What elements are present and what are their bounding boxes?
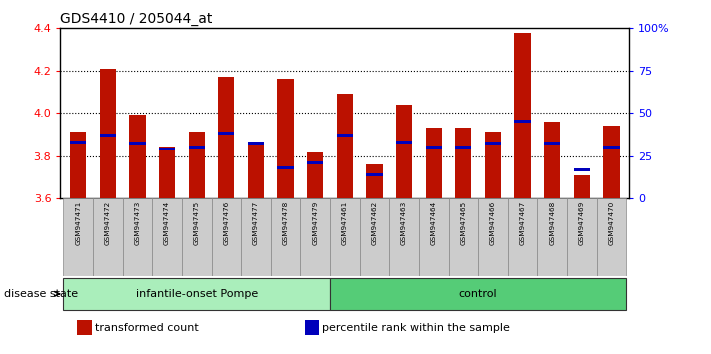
- Bar: [307, 161, 324, 164]
- Bar: [604, 146, 619, 149]
- Text: GSM947465: GSM947465: [460, 201, 466, 245]
- Bar: [538, 198, 567, 276]
- Bar: [70, 141, 86, 144]
- Text: GSM947479: GSM947479: [312, 201, 319, 245]
- Bar: [485, 143, 501, 145]
- Bar: [241, 198, 271, 276]
- Bar: [188, 132, 205, 198]
- Text: disease state: disease state: [4, 289, 77, 299]
- Bar: [218, 132, 235, 135]
- Bar: [129, 115, 146, 198]
- Text: control: control: [459, 289, 498, 299]
- Text: GSM947473: GSM947473: [134, 201, 141, 245]
- Bar: [188, 146, 205, 149]
- Bar: [574, 168, 590, 171]
- Text: GSM947466: GSM947466: [490, 201, 496, 245]
- Bar: [419, 198, 449, 276]
- Bar: [478, 198, 508, 276]
- Text: GSM947464: GSM947464: [431, 201, 437, 245]
- Bar: [277, 79, 294, 198]
- Bar: [277, 166, 294, 169]
- Bar: [63, 278, 330, 310]
- Text: GSM947471: GSM947471: [75, 201, 81, 245]
- Bar: [515, 120, 530, 123]
- Bar: [485, 132, 501, 198]
- Text: GSM947470: GSM947470: [609, 201, 614, 245]
- Bar: [271, 198, 300, 276]
- Bar: [366, 164, 383, 198]
- Bar: [159, 147, 175, 198]
- Text: GSM947463: GSM947463: [401, 201, 407, 245]
- Bar: [70, 132, 86, 198]
- Text: GSM947461: GSM947461: [342, 201, 348, 245]
- Bar: [159, 148, 175, 150]
- Bar: [567, 198, 597, 276]
- Bar: [455, 146, 471, 149]
- Bar: [337, 94, 353, 198]
- Bar: [307, 152, 324, 198]
- Bar: [212, 198, 241, 276]
- Bar: [182, 198, 212, 276]
- Text: GSM947462: GSM947462: [371, 201, 378, 245]
- Bar: [129, 143, 146, 145]
- Text: GSM947469: GSM947469: [579, 201, 585, 245]
- Bar: [544, 143, 560, 145]
- Text: infantile-onset Pompe: infantile-onset Pompe: [136, 289, 258, 299]
- Bar: [305, 320, 319, 335]
- Bar: [426, 128, 442, 198]
- Text: GSM947476: GSM947476: [223, 201, 230, 245]
- Bar: [360, 198, 389, 276]
- Bar: [389, 198, 419, 276]
- Bar: [218, 77, 235, 198]
- Text: GSM947478: GSM947478: [282, 201, 289, 245]
- Text: GSM947477: GSM947477: [253, 201, 259, 245]
- Text: GDS4410 / 205044_at: GDS4410 / 205044_at: [60, 12, 213, 26]
- Bar: [604, 126, 619, 198]
- Bar: [455, 128, 471, 198]
- Text: transformed count: transformed count: [95, 322, 198, 333]
- Bar: [426, 146, 442, 149]
- Bar: [63, 198, 93, 276]
- Bar: [77, 320, 92, 335]
- Bar: [544, 122, 560, 198]
- Text: percentile rank within the sample: percentile rank within the sample: [322, 322, 510, 333]
- Text: GSM947468: GSM947468: [549, 201, 555, 245]
- Bar: [100, 134, 116, 137]
- Bar: [152, 198, 182, 276]
- Bar: [300, 198, 330, 276]
- Bar: [515, 33, 530, 198]
- Bar: [248, 143, 264, 198]
- Bar: [508, 198, 538, 276]
- Bar: [100, 69, 116, 198]
- Bar: [330, 198, 360, 276]
- Text: GSM947472: GSM947472: [105, 201, 111, 245]
- Bar: [396, 105, 412, 198]
- Bar: [93, 198, 122, 276]
- Text: GSM947475: GSM947475: [193, 201, 200, 245]
- Bar: [330, 278, 626, 310]
- Bar: [248, 143, 264, 145]
- Bar: [597, 198, 626, 276]
- Bar: [396, 141, 412, 144]
- Text: GSM947474: GSM947474: [164, 201, 170, 245]
- Bar: [366, 173, 383, 176]
- Bar: [449, 198, 478, 276]
- Text: GSM947467: GSM947467: [520, 201, 525, 245]
- Bar: [337, 134, 353, 137]
- Bar: [574, 175, 590, 198]
- Bar: [122, 198, 152, 276]
